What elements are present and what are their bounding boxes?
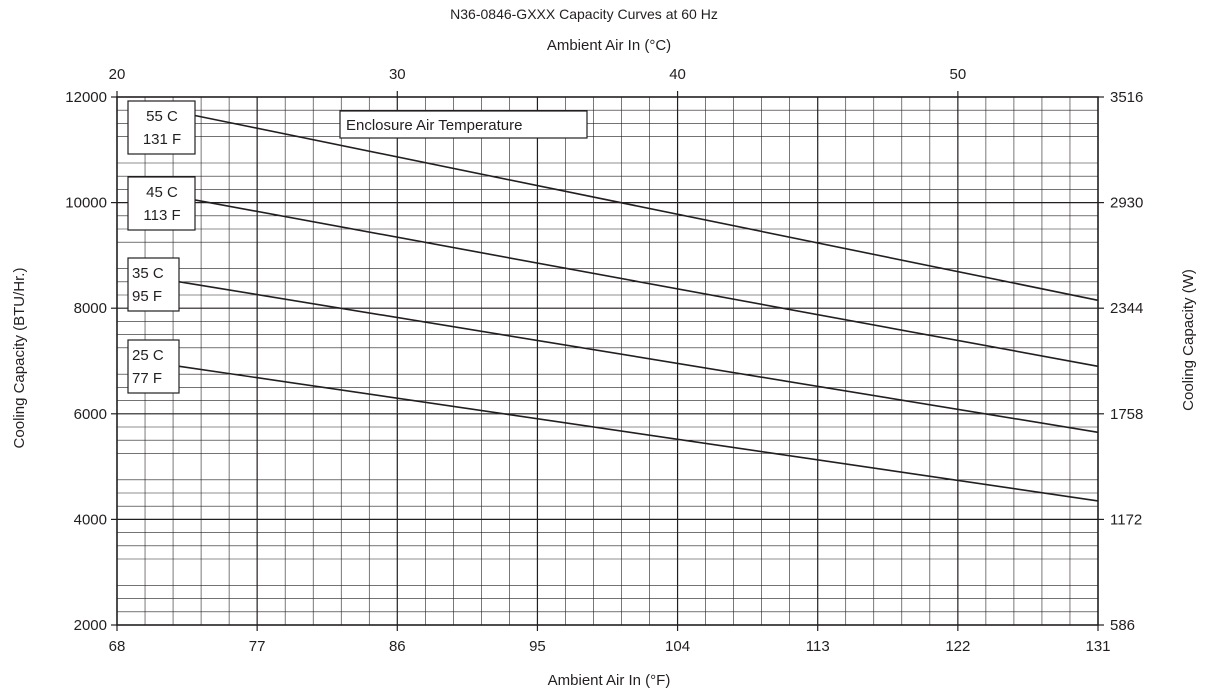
series-line	[179, 281, 1099, 434]
series-label-line: 35 C	[132, 265, 164, 282]
left-axis-title: Cooling Capacity (BTU/Hr.)	[11, 268, 28, 449]
x2-tick-label: 50	[950, 66, 967, 83]
legend-title: Enclosure Air Temperature	[346, 117, 522, 134]
y2-tick-label: 1758	[1110, 406, 1143, 423]
series-label-box	[127, 100, 196, 155]
y-tick-label: 12000	[65, 89, 107, 106]
y2-tick-label: 1172	[1110, 511, 1142, 528]
x2-tick-label: 40	[669, 66, 686, 83]
x-tick-label: 86	[389, 638, 406, 655]
series-label-box	[127, 257, 180, 312]
series-label-line: 77 F	[132, 370, 162, 387]
plot-frame	[116, 96, 1099, 626]
series-label-line: 113 F	[143, 207, 180, 224]
right-axis-title: Cooling Capacity (W)	[1180, 269, 1197, 411]
y-tick-label: 2000	[74, 617, 107, 634]
top-axis-title: Ambient Air In (°C)	[547, 37, 671, 54]
y-tick-label: 10000	[65, 195, 107, 212]
x-tick-label: 104	[665, 638, 690, 655]
legend-title-box	[339, 110, 588, 139]
series-label-line: 55 C	[146, 108, 178, 125]
chart-title: N36-0846-GXXX Capacity Curves at 60 Hz	[450, 6, 718, 22]
series-label-box	[127, 339, 180, 394]
bottom-axis-title: Ambient Air In (°F)	[548, 672, 671, 689]
series-label-line: 95 F	[132, 288, 162, 305]
y2-tick-label: 586	[1110, 617, 1135, 634]
y-tick-label: 6000	[74, 406, 107, 423]
x2-tick-label: 30	[389, 66, 406, 83]
series-label-line: 25 C	[132, 347, 164, 364]
x2-tick-label: 20	[109, 66, 126, 83]
series-line	[194, 114, 1099, 302]
x-tick-label: 131	[1085, 638, 1110, 655]
y-tick-label: 4000	[74, 511, 107, 528]
x-tick-label: 113	[806, 638, 830, 655]
series-line	[194, 199, 1099, 368]
y2-tick-label: 2930	[1110, 195, 1143, 212]
x-tick-label: 77	[249, 638, 266, 655]
y-tick-label: 8000	[74, 300, 107, 317]
series-label-line: 45 C	[146, 184, 178, 201]
x-tick-label: 122	[945, 638, 970, 655]
series-line	[179, 365, 1099, 502]
x-tick-label: 68	[109, 638, 126, 655]
y2-tick-label: 2344	[1110, 300, 1143, 317]
y2-tick-label: 3516	[1110, 89, 1143, 106]
series-label-line: 131 F	[143, 131, 181, 148]
series-label-box	[127, 176, 196, 231]
x-tick-label: 95	[529, 638, 546, 655]
